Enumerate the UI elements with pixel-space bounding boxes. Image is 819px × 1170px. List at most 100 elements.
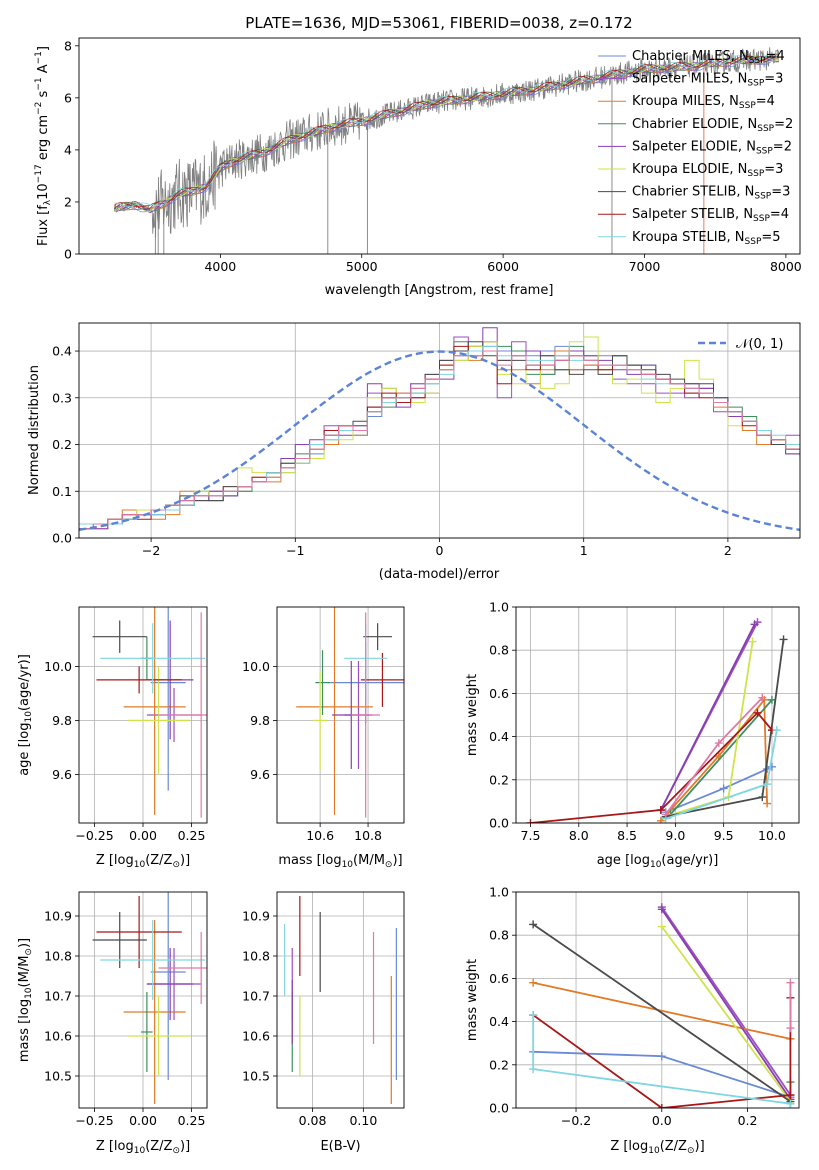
x-tick-label: −0.25 (75, 1113, 113, 1128)
xlabel-age_vs_Z-part: )] (180, 853, 190, 868)
panel-age_vs_Z: −0.25 0.00 0.259.69.810.0Z [log10(Z/Z⊙)]ag… (17, 606, 208, 870)
spectrum-ylabel-part: ] (36, 46, 51, 51)
legend-label-salpeter_stelib: Salpeter STELIB, NSSP=4 (632, 207, 789, 224)
weight-marker-kroupa_stelib (772, 726, 781, 735)
weight-marker-kroupa_miles (763, 799, 772, 808)
weight-marker-salpeter_stelib (657, 1104, 666, 1108)
legend-label-chabrier_elodie: Chabrier ELODIE, NSSP=2 (632, 117, 793, 134)
weight-marker-chabrier_stelib (779, 635, 788, 644)
xlabel-age_vs_Z-part: (Z/Z (145, 853, 172, 868)
legend-label-salpeter_miles-part: SSP (747, 79, 764, 89)
legend-label-kroupa_elodie-part: =3 (764, 162, 783, 177)
ylabel-age_vs_Z-part: (age/yr)] (17, 654, 32, 711)
x-tick-label: 1 (580, 543, 588, 558)
x-tick-label: 10.6 (306, 828, 334, 843)
panels: 4000 5000 6000 7000 8000 0 2 4 6 8 Chabrier MILES,… (17, 37, 802, 1156)
x-tick-label: 9.0 (665, 828, 685, 843)
x-tick-label: −1 (286, 543, 304, 558)
weight-line-salpeter_elodie (661, 908, 792, 1100)
xlabel-age_vs_Z-part: ⊙ (172, 860, 180, 870)
spectrum-ylabel-part: −1 (34, 51, 44, 64)
legend-label-chabrier_stelib: Chabrier STELIB, NSSP=3 (632, 185, 790, 202)
legend-label-salpeter_elodie-part: Salpeter ELODIE, N (632, 139, 756, 154)
y-tick-label: 10.6 (44, 1029, 72, 1044)
legend-label-kroupa_stelib-part: SSP (745, 237, 762, 247)
y-tick-label: 10.8 (242, 949, 270, 964)
weight-marker-salpeter_stelib (753, 708, 762, 717)
hist-step-salpeter_elodie (79, 327, 800, 530)
x-tick-label: 0.25 (178, 828, 206, 843)
panel-mass_vs_EBV: 0.08 0.10 10.5 10.6 10.7 10.8 10.9 E(B-V) (242, 891, 405, 1154)
legend-label-kroupa_miles-part: SSP (739, 101, 756, 111)
spectrum-ylabel-part: erg cm (36, 115, 51, 164)
legend-label-kroupa_miles-part: Kroupa MILES, N (632, 94, 739, 109)
legend-label-salpeter_miles: Salpeter MILES, NSSP=3 (632, 72, 783, 89)
y-tick-label: 0.3 (52, 390, 72, 405)
weight-marker-pink (786, 1024, 795, 1033)
spectrum-ylabel-part: s (36, 90, 51, 101)
weight-marker-kroupa_stelib (763, 780, 772, 789)
xlabel-age_vs_mass-part: 10 (342, 860, 354, 870)
y-tick-label: 9.6 (250, 767, 270, 782)
weight-marker-chabrier_miles (719, 784, 728, 793)
figure-title: PLATE=1636, MJD=53061, FIBERID=0038, z=0… (245, 14, 632, 32)
legend-label-salpeter_miles-part: =3 (764, 72, 783, 87)
xlabel-massweight_vs_Z-part: (Z/Z (660, 1139, 687, 1154)
xlabel-massweight_vs_Z: Z [log10(Z/Z⊙)] (610, 1139, 704, 1156)
axes-frame (276, 891, 405, 1109)
xlabel-massweight_vs_Z-part: 10 (648, 1146, 660, 1156)
y-tick-label: 0.8 (489, 643, 509, 658)
y-tick-label: 2 (64, 194, 72, 209)
y-tick-label: 0.1 (52, 484, 72, 499)
y-tick-label: 10.0 (242, 659, 270, 674)
legend-label-chabrier_elodie-part: =2 (774, 117, 793, 132)
axes-frame (78, 37, 801, 255)
legend-label-chabrier_miles-part: SSP (749, 56, 766, 66)
plot-area (529, 903, 795, 1108)
xlabel-massweight_vs_age-part: 10 (650, 860, 662, 870)
y-tick-label: 10.0 (44, 659, 72, 674)
y-tick-label: 0.2 (52, 437, 72, 452)
xlabel-mass_vs_Z: Z [log10(Z/Z⊙)] (96, 1139, 190, 1156)
weight-marker-kroupa_stelib (529, 1011, 538, 1020)
panel-massweight_vs_Z: −0.2 0.0 0.2 0.0 0.2 0.4 0.6 0.8 1.0 Z [log10(Z/Z… (465, 885, 800, 1156)
legend-label-salpeter_elodie-part: =2 (773, 139, 792, 154)
x-tick-label: 10.0 (758, 828, 786, 843)
weight-marker-pink (758, 693, 767, 702)
y-tick-label: 0.4 (52, 344, 72, 359)
xlabel-age_vs_mass-part: ⊙ (385, 860, 393, 870)
weight-line-kroupa_elodie (665, 641, 754, 818)
x-tick-label: 8000 (770, 259, 802, 274)
plot-area (296, 607, 404, 818)
y-tick-label: 9.8 (250, 713, 270, 728)
legend-label-chabrier_miles-part: =4 (766, 49, 785, 64)
spectrum-xlabel: wavelength [Angstrom, rest frame] (325, 283, 554, 298)
x-tick-label: −0.25 (75, 828, 113, 843)
xlabel-age_vs_Z-part: 10 (134, 860, 146, 870)
x-tick-label: 8.0 (569, 828, 589, 843)
y-tick-label: 10.9 (44, 909, 72, 924)
weight-marker-salpeter_stelib (786, 1091, 795, 1100)
y-tick-label: 0.6 (489, 971, 509, 986)
y-tick-label: 0 (64, 247, 72, 262)
y-tick-label: 10.5 (44, 1069, 72, 1084)
legend-label-kroupa_stelib-part: =5 (761, 230, 780, 245)
weight-line-chabrier_elodie (669, 699, 773, 815)
ylabel-massweight_vs_age: mass weight (465, 674, 480, 756)
hist-xlabel: (data-model)/error (379, 567, 500, 582)
weight-line-salpeter_stelib (530, 711, 773, 823)
spectrum-ylabel-part: A (36, 64, 51, 77)
y-tick-label: 0.2 (489, 772, 509, 787)
xlabel-massweight_vs_Z-part: ⊙ (687, 1146, 695, 1156)
x-tick-label: 4000 (204, 259, 236, 274)
x-tick-label: 0.2 (738, 1113, 758, 1128)
ylabel-mass_vs_Z-part: 10 (24, 987, 34, 999)
y-tick-label: 0.4 (489, 729, 509, 744)
spectrum-ylabel-part: 10 (36, 183, 51, 200)
ylabel-mass_vs_Z-part: )] (17, 938, 32, 948)
hist-legend: 𝒩(0, 1) (698, 337, 783, 352)
y-tick-label: 0.4 (489, 1014, 509, 1029)
y-tick-label: 0.2 (489, 1057, 509, 1072)
y-tick-label: 10.5 (242, 1069, 270, 1084)
